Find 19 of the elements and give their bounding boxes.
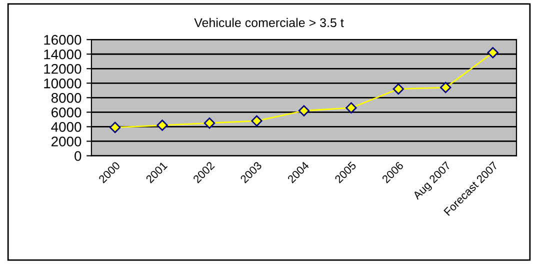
point bbox=[346, 102, 357, 114]
point bbox=[109, 122, 121, 134]
y-tick-label: 2000 bbox=[52, 136, 82, 146]
y-tick-label: 8000 bbox=[51, 93, 82, 103]
y-tick-label: 12000 bbox=[44, 64, 82, 74]
point bbox=[440, 82, 452, 94]
point bbox=[251, 115, 262, 127]
y-tick-label: 0 bbox=[74, 151, 82, 161]
y-tick-label: 14000 bbox=[44, 49, 82, 60]
point bbox=[204, 117, 216, 129]
chart-title: Vehicule comerciale > 3.5 t bbox=[194, 18, 344, 28]
y-tick-label: 6000 bbox=[52, 108, 82, 118]
y-tick-label: 16000 bbox=[44, 34, 82, 45]
point bbox=[487, 47, 498, 58]
y-tick-label: 10000 bbox=[44, 78, 82, 88]
point bbox=[392, 83, 404, 95]
point bbox=[156, 120, 168, 131]
y-tick-label: 4000 bbox=[51, 122, 82, 132]
point bbox=[298, 105, 310, 116]
